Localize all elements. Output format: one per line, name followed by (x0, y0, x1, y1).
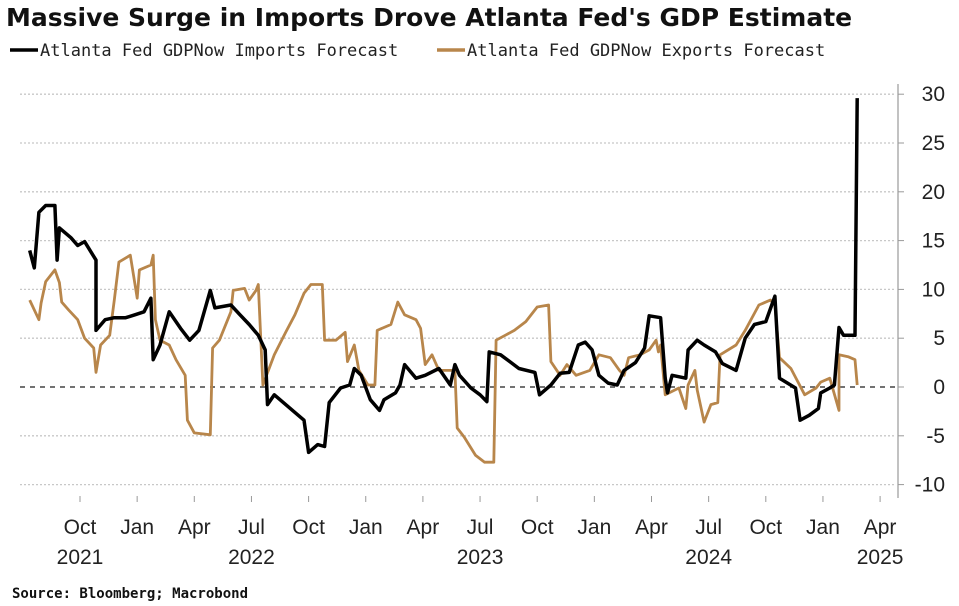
gridlines (20, 93, 895, 486)
x-tick-year: 2022 (228, 546, 275, 569)
legend: Atlanta Fed GDPNow Imports Forecast Atla… (10, 41, 825, 61)
y-tick-label: 0 (933, 376, 945, 399)
imports-series-line (28, 98, 859, 455)
x-tick-year: 2025 (857, 546, 904, 569)
series-lines (28, 98, 859, 464)
x-tick-month: Jan (120, 516, 154, 539)
x-tick-month: Jan (577, 516, 611, 539)
x-tick-month: Apr (864, 516, 897, 539)
y-tick-label: 10 (922, 278, 945, 301)
x-tick-labels: Oct 2021 Jan Apr Jul 2022 Oct Jan Apr Jul 2023 Oct J… (57, 496, 904, 569)
y-tick-labels: 30 25 20 15 10 5 0 -5 -10 (898, 83, 945, 497)
x-tick-month: Oct (521, 516, 554, 539)
x-tick-month: Oct (292, 516, 325, 539)
y-tick-label: -5 (926, 425, 945, 448)
x-tick-month: Apr (407, 516, 440, 539)
y-tick-label: 15 (922, 230, 945, 253)
x-tick-year: 2023 (457, 546, 504, 569)
y-tick-label: 5 (933, 327, 945, 350)
y-tick-label: -10 (915, 474, 945, 497)
legend-label-imports: Atlanta Fed GDPNow Imports Forecast (40, 41, 398, 61)
x-tick-month: Jul (695, 516, 722, 539)
x-tick-month: Oct (749, 516, 782, 539)
x-tick-month: Jan (806, 516, 840, 539)
y-tick-label: 25 (922, 132, 945, 155)
x-tick-year: 2021 (57, 546, 104, 569)
chart-title: Massive Surge in Imports Drove Atlanta F… (6, 3, 852, 32)
x-tick-month: Apr (635, 516, 668, 539)
x-tick-month: Oct (64, 516, 97, 539)
source-note: Source: Bloomberg; Macrobond (12, 586, 248, 602)
x-tick-month: Jul (238, 516, 265, 539)
x-tick-month: Apr (178, 516, 211, 539)
x-tick-month: Jul (467, 516, 494, 539)
x-tick-year: 2024 (685, 546, 732, 569)
y-tick-label: 20 (922, 181, 945, 204)
y-tick-label: 30 (922, 83, 945, 106)
legend-label-exports: Atlanta Fed GDPNow Exports Forecast (467, 41, 825, 61)
x-tick-month: Jan (349, 516, 383, 539)
exports-series-line (28, 253, 859, 464)
